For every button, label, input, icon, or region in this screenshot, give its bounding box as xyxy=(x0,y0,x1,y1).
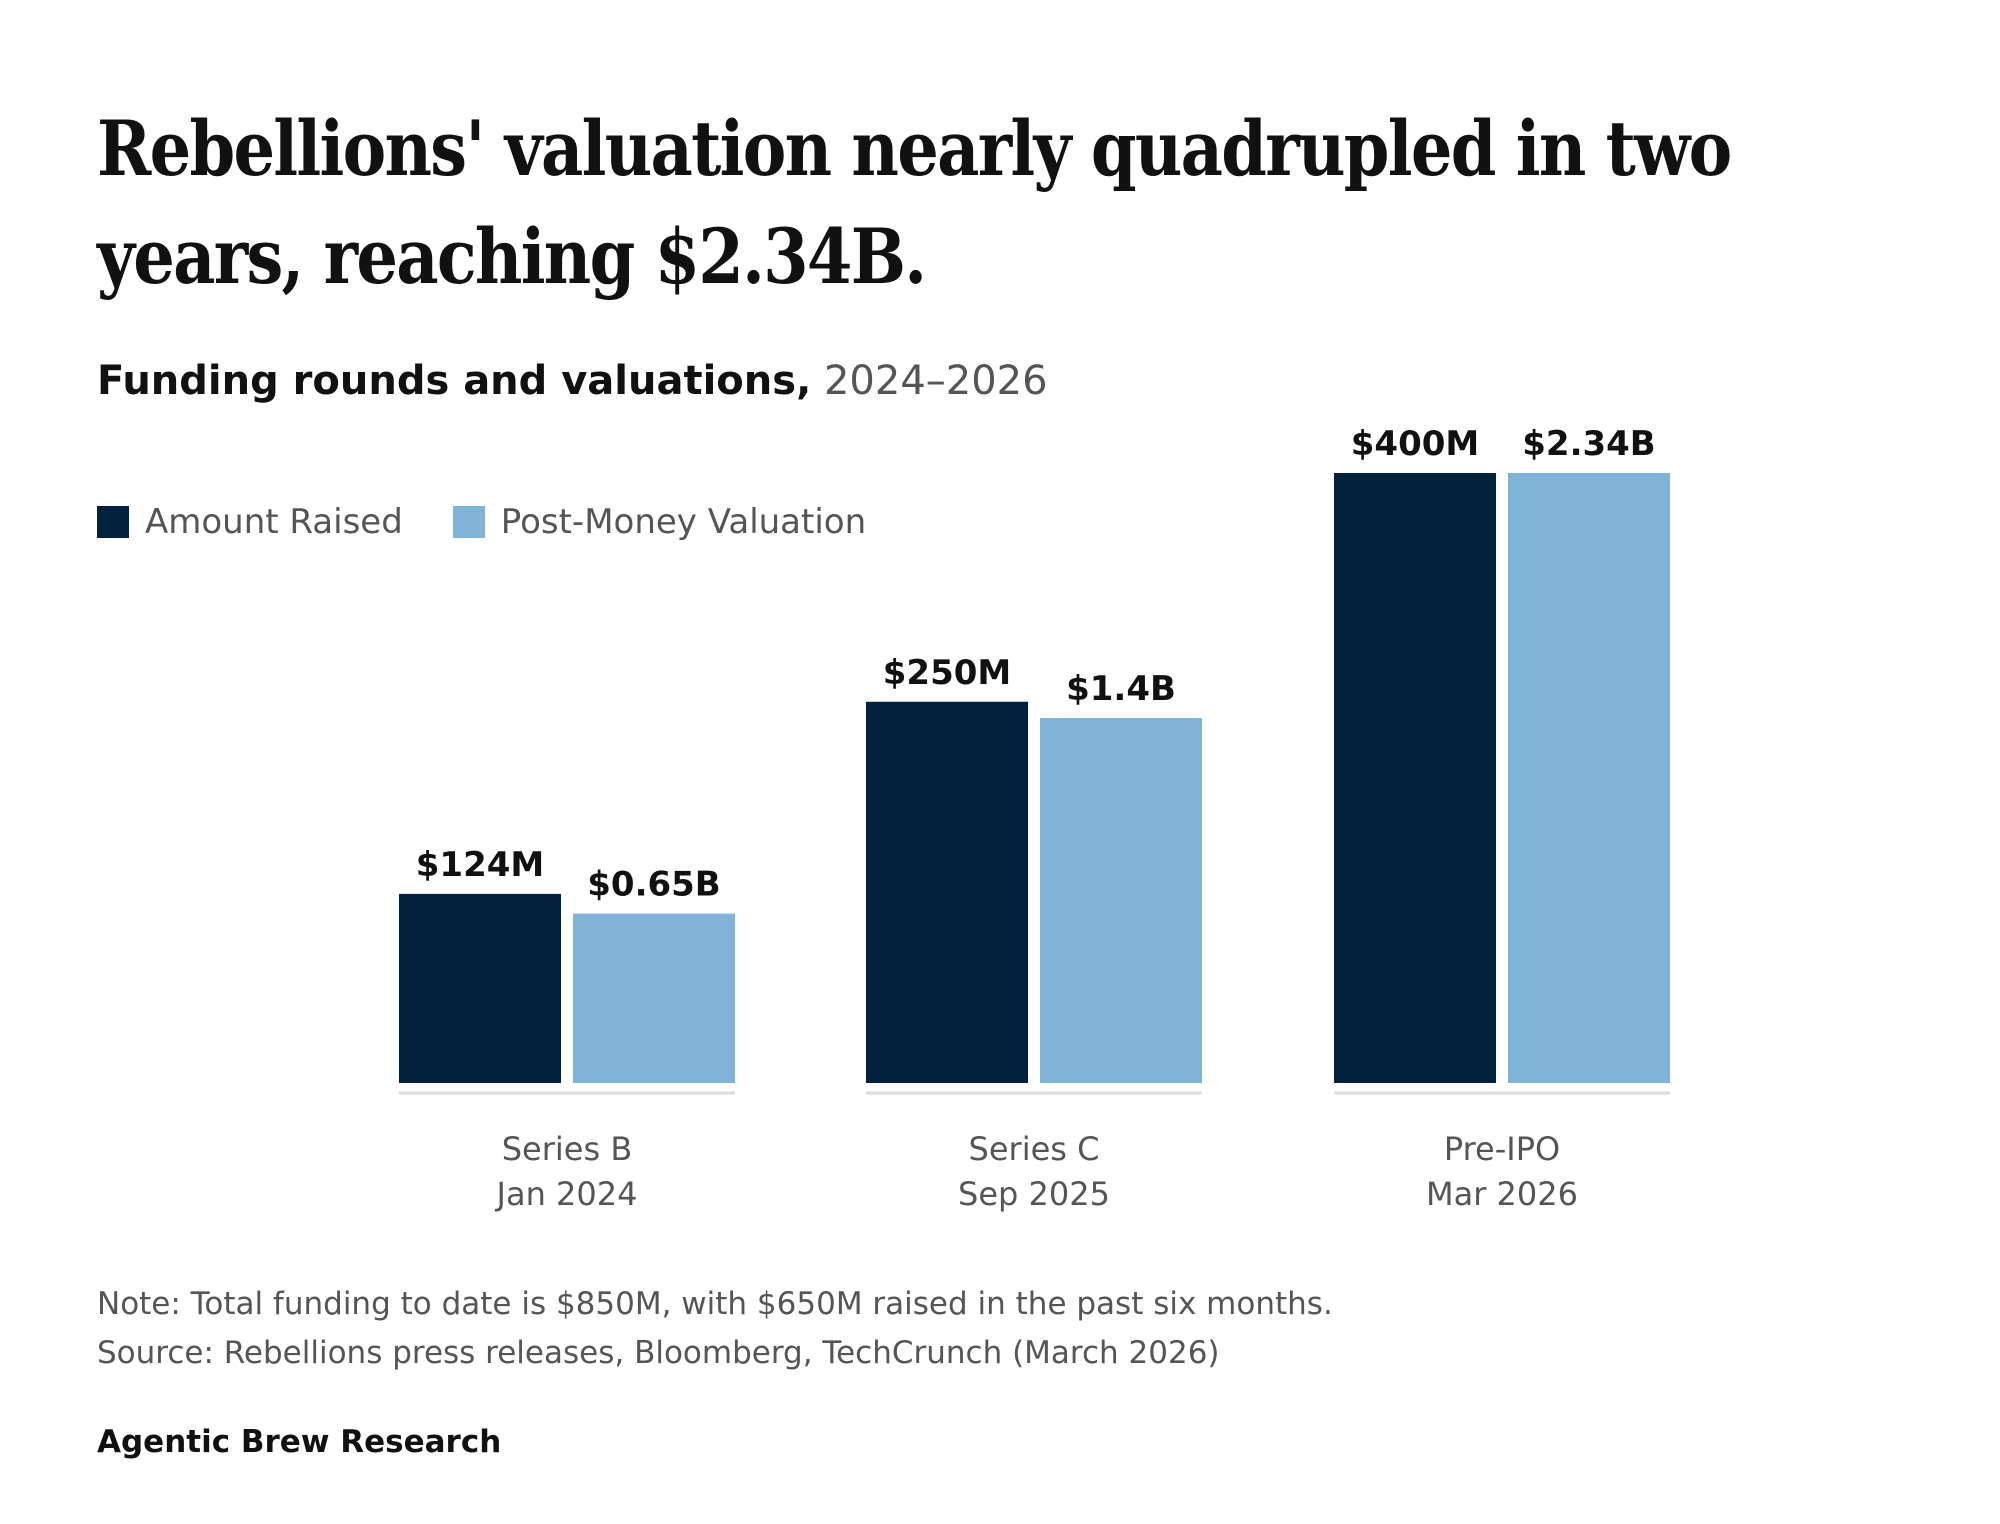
subtitle-main: Funding rounds and valuations, xyxy=(97,358,812,404)
category-date-2: Mar 2026 xyxy=(1426,1175,1578,1213)
category-date-1: Sep 2025 xyxy=(958,1175,1110,1213)
chart-subtitle: Funding rounds and valuations, 2024–2026 xyxy=(97,358,1048,404)
data-label-valuation-2: $2.34B xyxy=(1522,424,1655,464)
bar-chart: $124M $250M $400M $0.65B $1.4B $2.34B Series B… xyxy=(399,424,1670,1213)
legend-swatch-valuation xyxy=(452,506,485,538)
bar-amount-2 xyxy=(1334,473,1496,1083)
legend-label-amount: Amount Raised xyxy=(145,502,403,542)
legend-label-valuation: Post-Money Valuation xyxy=(500,502,867,542)
source-text: Source: Rebellions press releases, Bloom… xyxy=(97,1335,1220,1371)
subtitle-years: 2024–2026 xyxy=(823,358,1048,404)
legend-swatch-amount xyxy=(97,506,129,538)
category-label-2: Pre-IPO xyxy=(1444,1130,1560,1168)
bar-valuation-0 xyxy=(573,913,735,1083)
category-date-0: Jan 2024 xyxy=(495,1175,638,1213)
category-label-1: Series C xyxy=(969,1130,1100,1168)
data-label-amount-1: $250M xyxy=(883,653,1011,693)
brand-label: Agentic Brew Research xyxy=(97,1424,502,1460)
bar-valuation-1 xyxy=(1040,718,1202,1083)
chart-legend: Amount Raised Post-Money Valuation xyxy=(97,502,916,542)
category-label-0: Series B xyxy=(502,1130,633,1168)
data-label-valuation-1: $1.4B xyxy=(1066,669,1176,709)
note-text: Note: Total funding to date is $850M, wi… xyxy=(97,1286,1333,1322)
data-label-amount-2: $400M xyxy=(1351,424,1479,464)
chart-title: Rebellions' valuation nearly quadrupled … xyxy=(97,104,1732,301)
bar-valuation-2 xyxy=(1508,473,1670,1083)
bar-amount-0 xyxy=(399,893,561,1083)
data-label-amount-0: $124M xyxy=(416,845,544,885)
legend-item-amount: Amount Raised xyxy=(97,502,403,542)
data-label-valuation-0: $0.65B xyxy=(587,865,720,905)
legend-item-valuation: Post-Money Valuation xyxy=(452,502,867,542)
bar-amount-1 xyxy=(866,701,1028,1083)
footnote: Note: Total funding to date is $850M, wi… xyxy=(97,1280,1333,1378)
